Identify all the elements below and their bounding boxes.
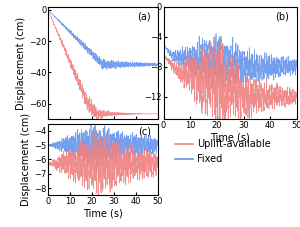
X-axis label: Time (s): Time (s): [210, 132, 250, 142]
Legend: Uplift-available, Fixed: Uplift-available, Fixed: [175, 139, 271, 164]
Text: (a): (a): [137, 11, 151, 21]
Text: (b): (b): [275, 11, 289, 21]
Y-axis label: Displacement (cm): Displacement (cm): [16, 16, 26, 110]
Y-axis label: Displacement (cm): Displacement (cm): [22, 113, 32, 206]
Text: (c): (c): [138, 127, 151, 137]
X-axis label: Time (s): Time (s): [83, 208, 123, 218]
